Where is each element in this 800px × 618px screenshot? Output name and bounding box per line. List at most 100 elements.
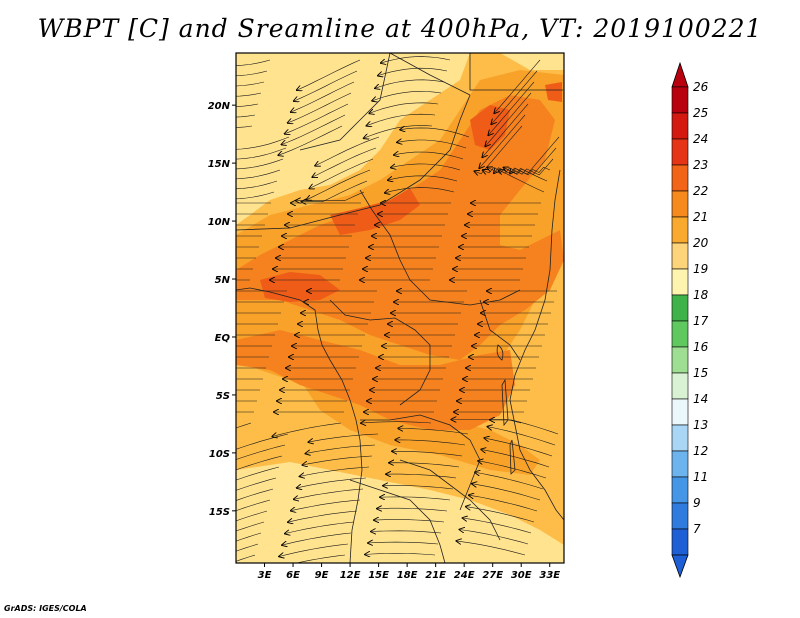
wbpt-band-19-20-north <box>236 53 470 225</box>
colorbar-level-label: 22 <box>693 184 708 198</box>
streamline <box>272 422 342 437</box>
streamline <box>236 466 280 481</box>
streamline <box>288 510 358 522</box>
colorbar-swatch <box>671 398 689 426</box>
streamline <box>372 91 442 100</box>
streamline <box>291 81 355 112</box>
streamline <box>494 166 551 176</box>
longitude-axis: 3E 6E 9E 12E 15E 18E 21E 24E 27E 30E 33E <box>258 563 560 581</box>
colorbar-level-label: 18 <box>693 288 709 302</box>
colorbar-level-label: 21 <box>693 210 708 224</box>
streamline-layer <box>236 56 560 563</box>
colorbar-level-label: 12 <box>693 444 708 458</box>
streamline <box>295 554 346 563</box>
streamline <box>479 114 526 168</box>
lon-tick-label: 33E <box>539 570 560 581</box>
streamline <box>485 92 532 146</box>
lake-3 <box>509 439 516 475</box>
map-title: WBPT [C] and Sreamline at 400hPa, VT: 20… <box>37 14 763 43</box>
streamline <box>394 152 464 160</box>
streamline <box>381 56 451 63</box>
border-line-4 <box>299 53 391 151</box>
border-line-2 <box>389 53 471 96</box>
border-line-8 <box>399 459 501 541</box>
streamline <box>487 168 548 182</box>
colorbar-level-label: 26 <box>693 80 709 94</box>
border-line-9 <box>349 479 446 563</box>
colorbar-swatch <box>671 346 689 374</box>
streamline <box>494 59 541 113</box>
streamline <box>306 444 376 454</box>
streamline <box>391 163 461 171</box>
colorbar-level-label: 14 <box>693 392 708 406</box>
grads-credit: GrADS: IGES/COLA <box>4 604 87 613</box>
colorbar-swatch <box>671 502 689 530</box>
streamline <box>236 92 262 97</box>
wbpt-band-19-20-northeast <box>500 53 564 70</box>
streamline <box>236 136 290 150</box>
streamline <box>374 520 445 523</box>
lat-tick-label: 15N <box>208 159 231 170</box>
streamline <box>368 542 439 544</box>
streamline <box>236 169 281 180</box>
lat-tick-label: 10S <box>209 449 230 460</box>
streamline <box>302 180 368 202</box>
streamline <box>236 147 287 160</box>
streamline <box>315 136 380 166</box>
streamline <box>236 554 256 562</box>
streamline <box>236 180 278 190</box>
streamline <box>236 422 252 429</box>
border-line-6 <box>329 299 431 406</box>
colorbar-swatch <box>671 372 689 400</box>
colorbar-level-label: 23 <box>693 158 708 172</box>
country-borders <box>236 53 564 563</box>
streamline <box>236 191 275 200</box>
streamline <box>236 158 284 170</box>
streamline <box>400 128 470 138</box>
lon-tick-label: 15E <box>368 570 389 581</box>
lon-tick-label: 27E <box>482 570 503 581</box>
colorbar: 26 25 24 23 22 21 20 19 18 17 16 15 14 13 12 11 9 7 <box>671 61 709 579</box>
colorbar-level-label: 17 <box>693 314 709 328</box>
streamline <box>297 477 367 488</box>
streamline <box>282 532 352 545</box>
colorbar-level-label: 7 <box>693 522 701 536</box>
streamline <box>483 167 545 193</box>
colorbar-swatch <box>671 450 689 478</box>
streamline <box>463 518 532 534</box>
lon-tick-label: 6E <box>286 570 300 581</box>
streamline <box>361 422 432 423</box>
streamline <box>398 428 469 435</box>
streamline <box>380 497 451 501</box>
lat-tick-label: 10N <box>208 217 231 228</box>
streamline <box>367 113 436 126</box>
colorbar-swatch <box>671 268 689 296</box>
colorbar-level-label: 9 <box>693 496 701 510</box>
streamline <box>236 488 274 501</box>
streamline <box>312 147 377 177</box>
lat-tick-label: 20N <box>208 101 231 112</box>
streamline <box>236 433 289 450</box>
streamline <box>491 70 538 124</box>
lon-tick-label: 21E <box>425 570 446 581</box>
border-line-5 <box>359 189 521 306</box>
colorbar-level-label: 15 <box>693 366 708 380</box>
streamline <box>291 499 361 511</box>
streamline <box>490 420 559 435</box>
lake-2 <box>501 378 509 427</box>
streamline <box>397 140 467 149</box>
colorbar-swatch <box>671 242 689 270</box>
streamline <box>484 438 553 457</box>
streamline <box>364 125 433 139</box>
colorbar-swatch <box>671 112 689 140</box>
streamline <box>475 472 544 490</box>
border-line-1 <box>469 53 563 91</box>
streamline <box>282 114 346 145</box>
border-line-7 <box>360 414 481 511</box>
streamline <box>310 158 374 188</box>
streamline <box>236 70 268 76</box>
streamline <box>377 508 448 511</box>
streamline <box>460 530 529 545</box>
streamline <box>294 70 358 101</box>
